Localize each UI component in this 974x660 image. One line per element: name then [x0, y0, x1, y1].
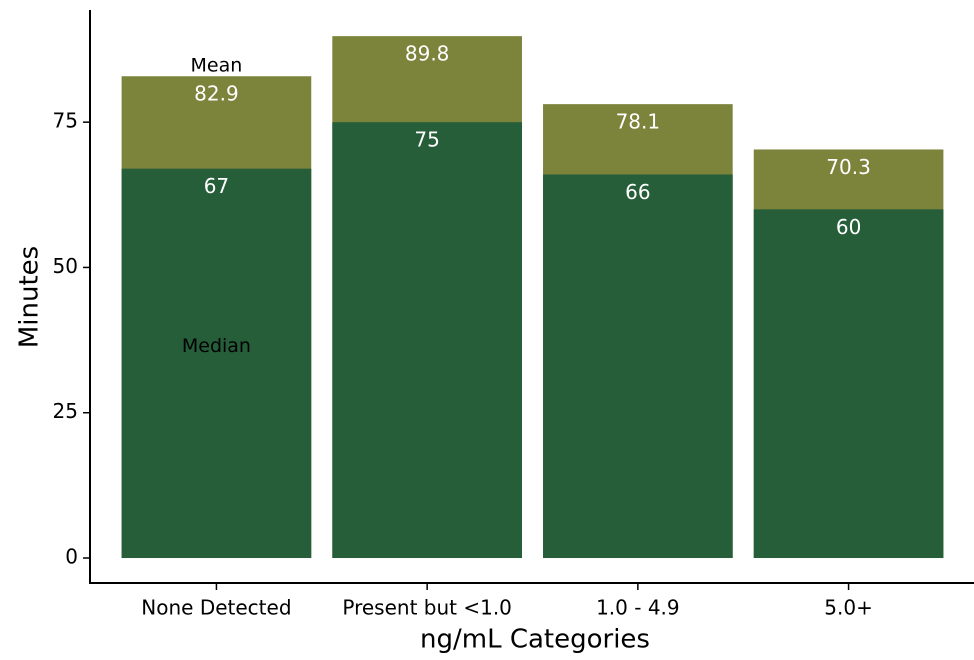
series-annotation: Median [182, 335, 251, 357]
value-label: 60 [836, 215, 861, 239]
y-tick-label: 25 [53, 399, 78, 423]
value-label: 66 [625, 180, 650, 204]
y-tick-label: 75 [53, 109, 78, 133]
bar [332, 122, 522, 559]
x-axis-title: ng/mL Categories [420, 625, 650, 655]
y-axis-title: Minutes [15, 246, 45, 348]
bar [753, 209, 944, 559]
y-tick-label: 50 [53, 254, 78, 278]
bar [543, 174, 733, 559]
value-label: 89.8 [405, 42, 450, 66]
series-annotation: Mean [191, 55, 243, 77]
x-tick-label: None Detected [141, 596, 291, 620]
value-label: 67 [204, 174, 229, 198]
x-tick-label: 1.0 - 4.9 [596, 596, 680, 620]
bar [121, 168, 312, 559]
value-label: 82.9 [194, 82, 239, 106]
x-tick-label: Present but <1.0 [342, 596, 512, 620]
x-tick-label: 5.0+ [824, 596, 873, 620]
value-label: 70.3 [826, 155, 871, 179]
value-label: 78.1 [616, 110, 661, 134]
y-tick-label: 0 [65, 545, 78, 569]
value-label: 75 [414, 128, 439, 152]
